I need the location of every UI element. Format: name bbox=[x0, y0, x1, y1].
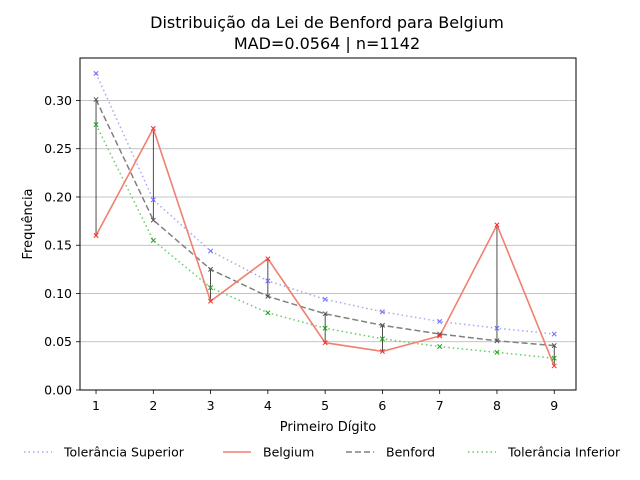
data-point bbox=[93, 70, 99, 76]
data-point bbox=[208, 266, 214, 272]
data-point bbox=[322, 340, 328, 346]
data-point bbox=[379, 322, 385, 328]
y-tick-label: 0.30 bbox=[44, 93, 72, 108]
data-point bbox=[494, 222, 500, 228]
data-point bbox=[208, 298, 214, 304]
x-tick-label: 5 bbox=[321, 398, 329, 413]
data-point bbox=[437, 344, 443, 350]
data-point bbox=[93, 233, 99, 239]
data-point bbox=[551, 331, 557, 337]
x-axis-label: Primeiro Dígito bbox=[280, 420, 377, 435]
data-point bbox=[494, 325, 500, 331]
series-line-3 bbox=[95, 99, 555, 347]
data-point bbox=[379, 336, 385, 342]
legend-label: Tolerância Inferior bbox=[507, 445, 621, 460]
y-tick-label: 0.10 bbox=[44, 286, 72, 301]
x-tick-label: 6 bbox=[378, 398, 386, 413]
data-point bbox=[437, 318, 443, 325]
x-tick-label: 7 bbox=[436, 398, 444, 413]
legend-label: Benford bbox=[386, 445, 435, 460]
data-point bbox=[551, 363, 557, 369]
data-point bbox=[494, 349, 500, 355]
plot-frame bbox=[79, 57, 577, 391]
data-point bbox=[379, 348, 385, 354]
chart-title: Distribuição da Lei de Benford para Belg… bbox=[150, 13, 504, 32]
data-point bbox=[150, 197, 156, 203]
data-point bbox=[265, 256, 271, 262]
x-tick-label: 1 bbox=[92, 398, 100, 413]
y-tick-label: 0.00 bbox=[44, 383, 72, 398]
legend-label: Belgium bbox=[263, 445, 314, 460]
data-point bbox=[265, 278, 271, 284]
x-tick-label: 9 bbox=[550, 398, 558, 413]
data-point bbox=[437, 333, 443, 339]
legend: Tolerância Superior Belgium Benford Tolerân… bbox=[24, 445, 621, 460]
x-axis-ticks: 1 2 3 4 5 6 7 8 9 bbox=[92, 390, 558, 413]
y-tick-label: 0.20 bbox=[44, 189, 72, 204]
data-point bbox=[208, 285, 214, 291]
data-point bbox=[494, 338, 500, 344]
legend-label: Tolerância Superior bbox=[63, 445, 185, 460]
data-point bbox=[379, 309, 385, 315]
y-axis-label: Frequência bbox=[21, 188, 36, 259]
y-tick-label: 0.05 bbox=[44, 334, 72, 349]
data-point bbox=[322, 296, 328, 302]
x-tick-label: 4 bbox=[264, 398, 272, 413]
data-point bbox=[322, 311, 328, 317]
series-line-1 bbox=[95, 73, 555, 335]
data-point bbox=[551, 355, 557, 361]
deviation-bars bbox=[95, 99, 555, 366]
y-axis-ticks: 0.00 0.05 0.10 0.15 0.20 0.25 0.30 bbox=[44, 93, 80, 398]
data-point bbox=[322, 325, 328, 331]
data-point bbox=[150, 237, 156, 243]
data-point bbox=[551, 343, 557, 349]
series-markers bbox=[93, 70, 557, 369]
y-tick-label: 0.15 bbox=[44, 238, 72, 253]
x-tick-label: 3 bbox=[207, 398, 215, 413]
data-point bbox=[150, 217, 156, 223]
data-point bbox=[93, 96, 99, 103]
data-point bbox=[437, 331, 443, 337]
data-point bbox=[93, 122, 99, 128]
chart-subtitle: MAD=0.0564 | n=1142 bbox=[234, 34, 420, 53]
data-point bbox=[150, 125, 156, 132]
data-point bbox=[265, 310, 271, 316]
data-point bbox=[265, 293, 271, 299]
data-point bbox=[208, 248, 214, 254]
x-tick-label: 2 bbox=[149, 398, 157, 413]
x-tick-label: 8 bbox=[493, 398, 501, 413]
y-tick-label: 0.25 bbox=[44, 141, 72, 156]
y-gridlines bbox=[80, 100, 576, 391]
